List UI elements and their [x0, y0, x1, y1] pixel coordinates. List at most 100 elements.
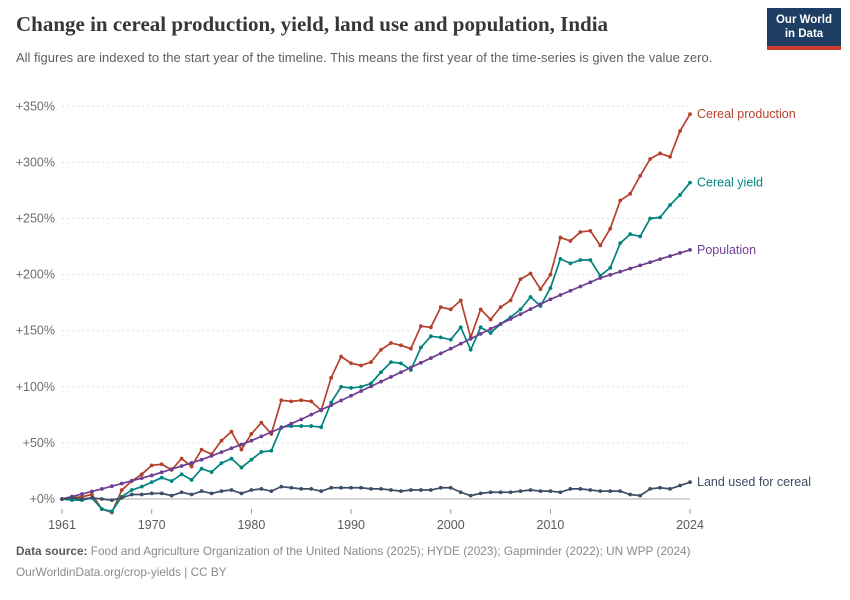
data-point: [189, 460, 194, 465]
data-point: [399, 489, 403, 494]
x-axis-label: 1970: [138, 518, 166, 532]
data-point: [149, 480, 154, 485]
data-point: [548, 489, 553, 494]
data-point: [678, 129, 682, 133]
data-point: [369, 487, 373, 491]
y-axis-label: +0%: [30, 492, 55, 506]
data-point: [448, 337, 453, 342]
data-point: [608, 226, 613, 231]
x-axis-label: 2010: [537, 518, 565, 532]
license-line[interactable]: OurWorldinData.org/crop-yields | CC BY: [16, 565, 227, 579]
data-point: [558, 293, 563, 297]
data-point: [618, 489, 623, 494]
data-point: [678, 193, 682, 197]
data-point: [259, 449, 264, 454]
data-point: [229, 456, 234, 461]
data-point: [598, 276, 603, 280]
data-point: [488, 317, 493, 322]
data-point: [389, 488, 393, 492]
data-point: [408, 346, 413, 351]
data-point: [369, 384, 373, 389]
data-point: [478, 491, 483, 496]
series-line-cereal-yield: [61, 181, 691, 513]
data-point: [648, 260, 653, 265]
data-point: [448, 346, 453, 351]
data-point: [558, 256, 563, 261]
data-point: [189, 478, 194, 482]
data-point: [289, 399, 294, 404]
data-point: [139, 476, 144, 481]
legend-label-cereal-yield[interactable]: Cereal yield: [697, 176, 763, 190]
data-point: [478, 307, 483, 312]
data-point: [488, 331, 493, 335]
data-point: [139, 484, 144, 489]
data-point: [628, 232, 633, 237]
series-line-cereal-production: [61, 113, 691, 514]
series-cereal-yield[interactable]: [60, 180, 692, 514]
data-point: [239, 465, 244, 470]
data-point: [438, 485, 443, 490]
legend-label-population[interactable]: Population: [697, 243, 756, 257]
data-point: [528, 295, 533, 299]
data-point: [568, 487, 573, 491]
data-point: [379, 347, 383, 352]
data-point: [359, 363, 363, 368]
data-point: [129, 478, 134, 483]
data-point: [399, 361, 403, 366]
data-point: [359, 389, 363, 393]
data-point: [159, 475, 164, 480]
data-point: [428, 356, 433, 360]
data-point: [209, 470, 214, 474]
data-point: [558, 490, 563, 495]
data-source-line: Data source: Food and Agriculture Organi…: [16, 544, 691, 558]
legend-label-land-used-for-cereal[interactable]: Land used for cereal: [697, 475, 811, 489]
data-point: [159, 462, 164, 467]
series-land-used-for-cereal[interactable]: [60, 480, 692, 503]
data-point: [518, 489, 523, 494]
data-point: [598, 243, 603, 248]
data-point: [578, 258, 583, 262]
data-point: [428, 488, 433, 492]
legend-label-cereal-production[interactable]: Cereal production: [697, 107, 796, 121]
data-point: [289, 421, 294, 426]
data-point: [379, 370, 383, 375]
data-point: [349, 361, 353, 366]
data-point: [538, 489, 543, 494]
data-point: [568, 239, 573, 243]
data-point: [169, 479, 174, 483]
data-point: [239, 447, 244, 452]
data-point: [259, 487, 264, 491]
data-point: [379, 487, 383, 491]
data-point: [458, 490, 463, 495]
series-population[interactable]: [60, 248, 692, 501]
data-point: [428, 325, 433, 330]
y-axis-label: +250%: [16, 212, 55, 226]
data-point: [548, 286, 553, 290]
data-point: [668, 154, 672, 159]
data-point: [90, 489, 94, 494]
data-point: [458, 341, 463, 346]
data-point: [548, 272, 553, 277]
data-point: [189, 492, 194, 497]
x-axis-label: 2000: [437, 518, 465, 532]
data-point: [219, 438, 224, 443]
data-point: [598, 489, 603, 494]
data-point: [518, 312, 523, 316]
line-chart: +0% +50% +100% +150% +200% +250% +300% +350% 196…: [16, 99, 811, 532]
data-point: [339, 384, 344, 389]
data-point: [538, 302, 543, 307]
data-point: [80, 497, 84, 501]
data-point: [488, 490, 493, 495]
data-point: [129, 488, 134, 492]
series-line-population: [61, 249, 691, 500]
data-point: [538, 287, 543, 292]
data-point: [408, 488, 413, 492]
data-point: [638, 234, 643, 239]
data-point: [199, 457, 204, 462]
data-point: [528, 307, 533, 312]
data-point: [219, 489, 224, 494]
data-point: [399, 370, 403, 375]
series-cereal-production[interactable]: [60, 112, 692, 515]
data-point: [279, 484, 284, 489]
owid-logo[interactable]: Our World in Data: [767, 8, 841, 50]
